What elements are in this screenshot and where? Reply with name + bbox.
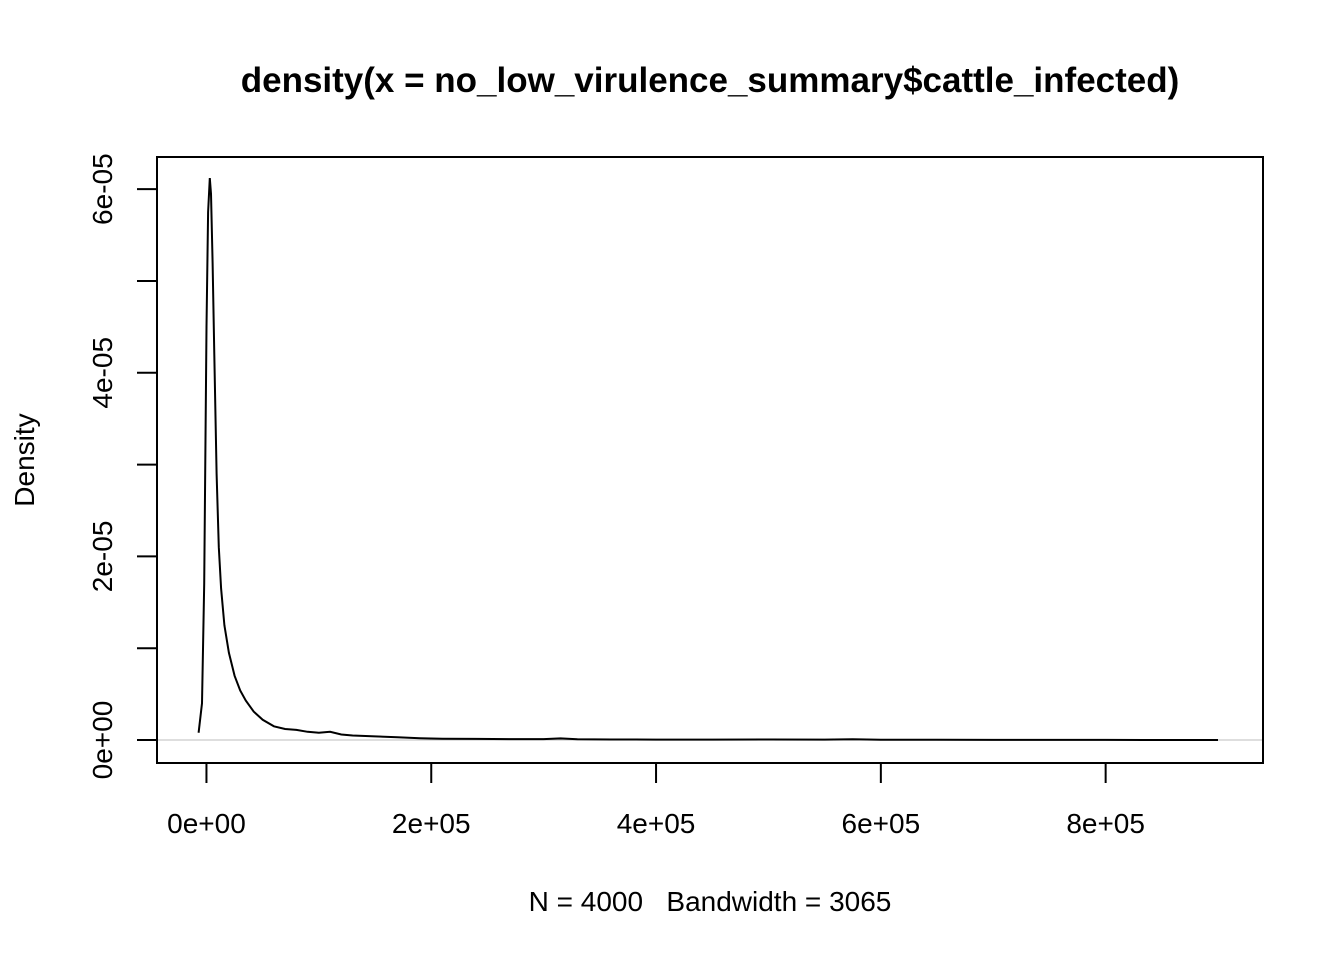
y-tick-label: 4e-05 (87, 337, 118, 409)
x-axis-label: N = 4000 Bandwidth = 3065 (529, 886, 892, 917)
density-curve (197, 178, 1218, 741)
plot-area (156, 156, 1264, 764)
y-tick-label: 2e-05 (87, 521, 118, 593)
x-tick-label: 4e+05 (617, 808, 696, 839)
x-tick-label: 0e+00 (167, 808, 246, 839)
y-axis: 0e+00 2e-05 4e-05 6e-05 (87, 153, 158, 780)
plot-frame (156, 156, 1264, 764)
x-tick-label: 2e+05 (392, 808, 471, 839)
chart-title: density(x = no_low_virulence_summary$cat… (241, 61, 1180, 100)
x-tick-label: 6e+05 (842, 808, 921, 839)
x-axis: 0e+00 2e+05 4e+05 6e+05 8e+05 (167, 762, 1145, 839)
y-tick-label: 6e-05 (87, 153, 118, 225)
y-tick-label: 0e+00 (87, 701, 118, 780)
x-tick-label: 8e+05 (1066, 808, 1145, 839)
y-axis-label: Density (9, 413, 40, 506)
